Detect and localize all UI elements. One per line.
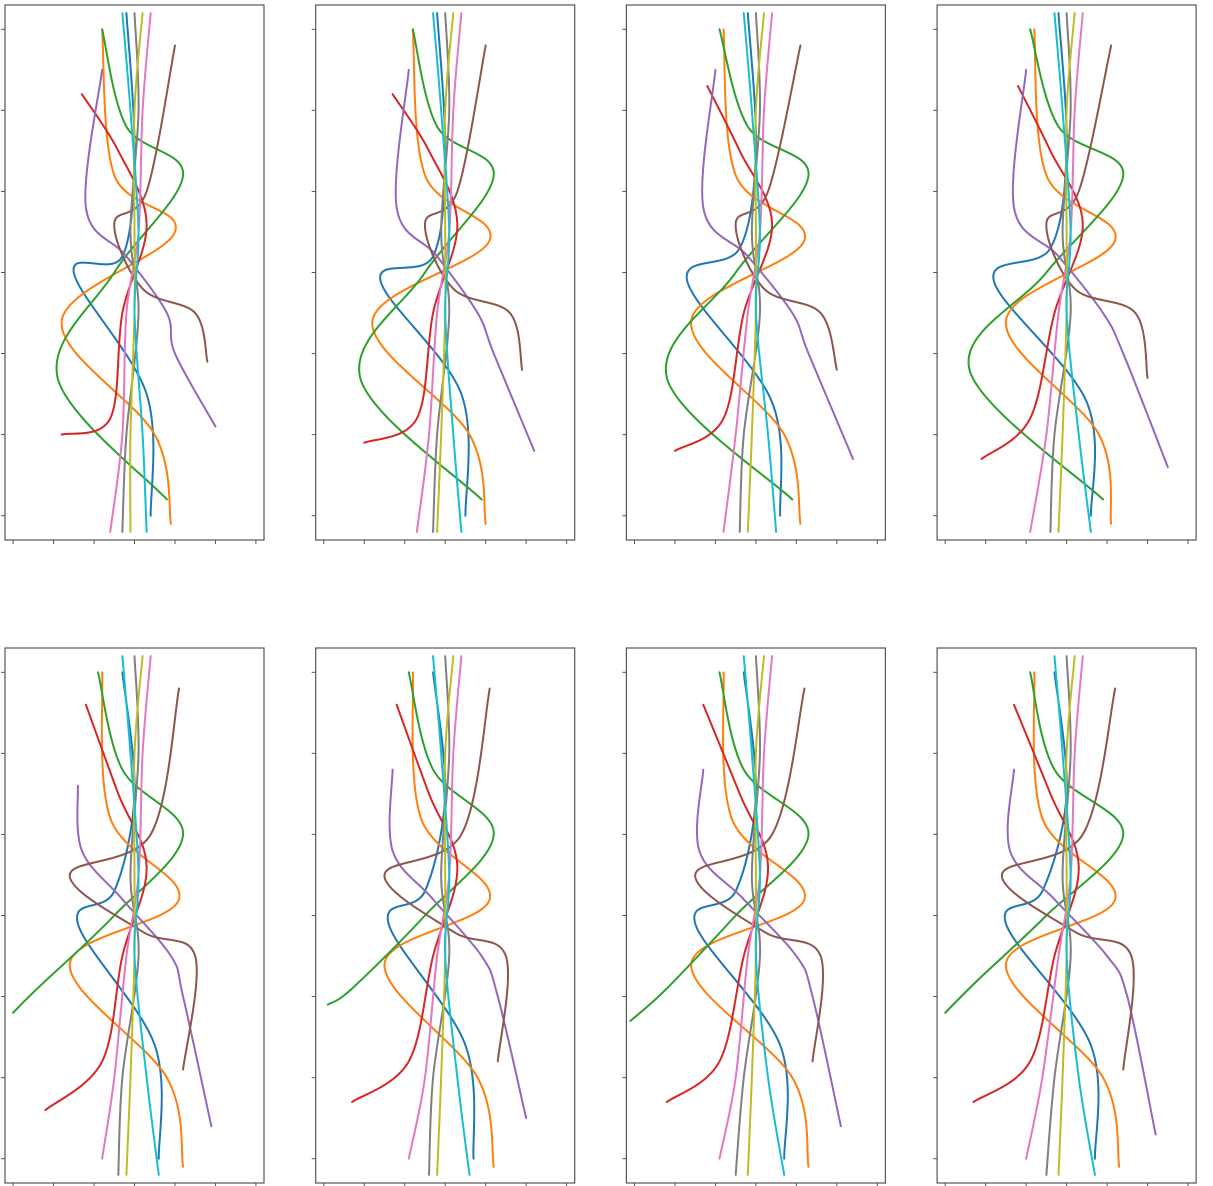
trajectory [432,12,463,533]
trajectory [1000,687,1135,1071]
trajectory [690,671,810,1168]
trajectory [1053,655,1096,1176]
trajectory [383,687,510,1063]
trajectory [696,768,842,1128]
trajectory [1011,68,1169,469]
trajectory [1025,655,1084,1160]
trajectory [734,44,838,371]
trajectory [394,68,536,452]
trajectory [75,671,163,1160]
trajectory [1004,671,1121,1168]
trajectory [76,784,213,1128]
trajectory [113,44,209,363]
trajectory [1057,12,1076,533]
trajectory [383,671,495,1168]
trajectory [388,768,528,1120]
trajectory [944,671,1125,1014]
trajectory [68,671,185,1168]
trajectory [1029,12,1084,533]
trajectory [68,687,198,1071]
trajectory [121,12,148,533]
trajectory [746,655,765,1176]
trajectory [436,12,455,533]
trajectory [1053,12,1092,533]
trajectory [1057,655,1076,1176]
trajectory [101,655,152,1160]
trajectory [129,12,144,533]
trajectory [693,671,789,1160]
trajectory [371,28,492,525]
trajectory [125,655,144,1176]
trajectory [436,655,455,1176]
trajectory [109,12,152,533]
trajectory [629,671,810,1022]
trajectory [432,655,471,1176]
trajectory [1006,768,1157,1136]
trajectory [742,655,786,1176]
trajectory [386,671,476,1160]
trajectory [60,28,177,525]
trajectory [746,12,765,533]
trajectory [121,655,160,1176]
trajectory [423,44,524,371]
trajectory [694,687,825,1063]
trajectory [407,655,463,1160]
trajectory [84,68,217,428]
trajectory [701,68,855,460]
trajectory [967,28,1125,501]
trajectory [1003,671,1100,1160]
trajectory [326,671,495,1006]
trajectory [1045,44,1149,379]
trajectory [12,671,185,1014]
trajectory [718,655,774,1160]
trajectory [722,12,774,533]
trajectory [742,12,778,533]
trajectory [415,12,463,533]
